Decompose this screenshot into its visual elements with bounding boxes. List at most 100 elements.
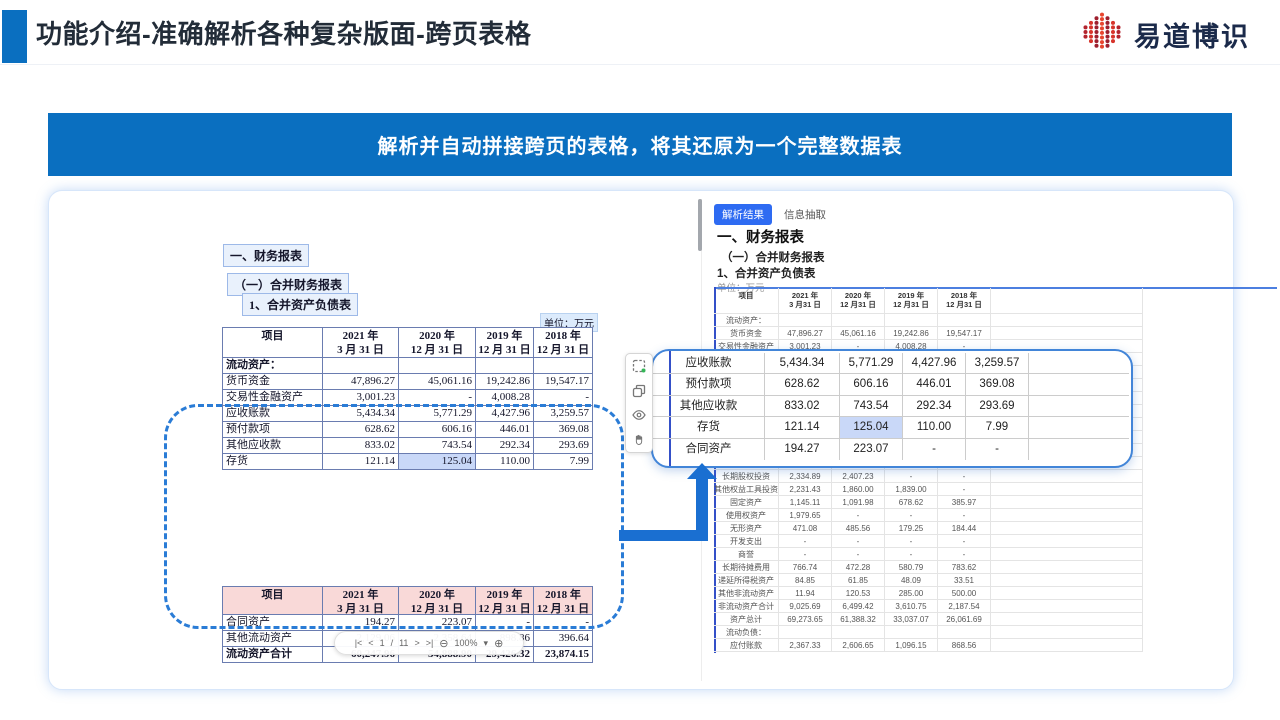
table-cell: - bbox=[885, 535, 938, 548]
table-cell: 580.79 bbox=[885, 561, 938, 574]
table-cell: 2020 年 12 月 31 日 bbox=[399, 328, 476, 358]
table-row: 其他权益工具投资 2,231.43 1,860.00 1,839.00- bbox=[714, 483, 1234, 496]
table-cell: 194.27 bbox=[765, 438, 840, 460]
table-cell: 47,896.27 bbox=[323, 374, 399, 390]
table-row: 商誉 - - - - bbox=[714, 548, 1234, 561]
page-total: 11 bbox=[399, 638, 409, 648]
brand-logo: 易道博识 bbox=[1080, 10, 1250, 59]
table-row: 递延所得税资产 84.85 61.85 48.09 33.51 bbox=[714, 574, 1234, 587]
marquee-select-icon[interactable] bbox=[632, 359, 647, 374]
table-cell: 2019 年 12 月 31 日 bbox=[476, 587, 534, 615]
table-cell: 2,407.23 bbox=[832, 470, 885, 483]
table-cell[interactable]: 125.04 bbox=[840, 417, 903, 439]
table-row: 应付账款 2,367.33 2,606.65 1,096.15 868.56 bbox=[714, 639, 1234, 652]
document-viewer: 一、财务报表 （一）合并财务报表 1、合并资产负债表 单位：万元 项目 2021 … bbox=[49, 191, 699, 689]
zoom-level-select[interactable]: 100% bbox=[454, 638, 478, 648]
table-cell: 446.01 bbox=[903, 374, 966, 396]
table-cell bbox=[399, 358, 476, 374]
table-cell: 应付账款 bbox=[714, 639, 779, 652]
table-cell bbox=[938, 314, 991, 327]
table-cell: - bbox=[476, 615, 534, 631]
table-row: 其他非流动资产 11.94 120.53 285.00 500.00 bbox=[714, 587, 1234, 600]
table-cell: 项目 bbox=[223, 587, 323, 615]
table-cell: - bbox=[903, 438, 966, 460]
table-cell: 500.00 bbox=[938, 587, 991, 600]
table-cell[interactable]: 125.04 bbox=[399, 454, 476, 470]
table-cell bbox=[779, 626, 832, 639]
zoom-callout: 应收账款 5,434.34 5,771.29 4,427.96 3,259.57 预付款项… bbox=[651, 349, 1133, 468]
table-cell: 长期待摊费用 bbox=[714, 561, 779, 574]
zoom-out-button[interactable]: ⊖ bbox=[439, 637, 449, 650]
copy-layers-icon[interactable] bbox=[632, 383, 647, 398]
doc-heading-3: 1、合并资产负债表 bbox=[242, 293, 359, 316]
table-cell: 合同资产 bbox=[653, 438, 765, 460]
table-cell: 其他非流动资产 bbox=[714, 587, 779, 600]
table-cell: 1,860.00 bbox=[832, 483, 885, 496]
brand-logo-text: 易道博识 bbox=[1134, 22, 1250, 52]
table-cell: 项目 bbox=[223, 328, 323, 358]
table-cell: 2,334.89 bbox=[779, 470, 832, 483]
table-cell: 2,231.43 bbox=[779, 483, 832, 496]
table-cell: 5,771.29 bbox=[840, 353, 903, 375]
callout-arrow-horizontal bbox=[619, 530, 708, 541]
table-cell: 流动负债： bbox=[714, 626, 779, 639]
table-cell: 3,610.75 bbox=[885, 600, 938, 613]
table-cell: 868.56 bbox=[938, 639, 991, 652]
tab-info-extract[interactable]: 信息抽取 bbox=[784, 209, 826, 221]
visibility-eye-icon[interactable] bbox=[632, 408, 647, 423]
table-cell: 110.00 bbox=[903, 417, 966, 439]
table-cell: 47,896.27 bbox=[779, 327, 832, 340]
table-cell: - bbox=[832, 509, 885, 522]
next-page-button[interactable]: > bbox=[414, 638, 420, 648]
last-page-button[interactable]: >| bbox=[425, 638, 434, 648]
table-cell: 2020 年 12 月31 日 bbox=[832, 288, 885, 314]
table-cell: - bbox=[938, 470, 991, 483]
table-cell: 其他权益工具投资 bbox=[714, 483, 779, 496]
title-accent-block bbox=[2, 10, 27, 63]
table-cell: 长期股权投资 bbox=[714, 470, 779, 483]
scrollbar-thumb[interactable] bbox=[698, 199, 702, 251]
table-cell: 2019 年 12 月31 日 bbox=[885, 288, 938, 314]
table-cell bbox=[323, 358, 399, 374]
table-cell: 流动资产： bbox=[223, 358, 323, 374]
table-cell: 非流动资产合计 bbox=[714, 600, 779, 613]
page-title: 功能介绍-准确解析各种复杂版面-跨页表格 bbox=[36, 19, 532, 49]
table-cell: 流动资产： bbox=[714, 314, 779, 327]
zoom-in-button[interactable]: ⊕ bbox=[494, 637, 504, 650]
table-header: 项目 2021 年 3 月 31 日 2020 年 12 月 31 日 2019 年 … bbox=[223, 587, 593, 615]
table-cell: 485.56 bbox=[832, 522, 885, 535]
table-row: 开发支出 - - - - bbox=[714, 535, 1234, 548]
table-cell: 23,874.15 bbox=[534, 647, 593, 663]
table-cell: 110.00 bbox=[476, 454, 534, 470]
table-cell: 61.85 bbox=[832, 574, 885, 587]
pan-hand-icon[interactable] bbox=[632, 432, 647, 447]
table-cell: 2021 年 3 月31 日 bbox=[779, 288, 832, 314]
tab-parse-result[interactable]: 解析结果 bbox=[714, 204, 772, 225]
first-page-button[interactable]: |< bbox=[354, 638, 363, 648]
table-cell bbox=[476, 358, 534, 374]
prev-page-button[interactable]: < bbox=[368, 638, 374, 648]
table-cell bbox=[938, 626, 991, 639]
doc-heading-2: （一）合并财务报表 bbox=[227, 273, 350, 296]
doc-heading-1: 一、财务报表 bbox=[223, 244, 310, 267]
table-cell: 61,388.32 bbox=[832, 613, 885, 626]
table-header: 项目 2021 年 3 月 31 日 2020 年 12 月 31 日 2019 年 … bbox=[223, 328, 593, 358]
table-cell: 678.62 bbox=[885, 496, 938, 509]
panel-heading-3: 1、合并资产负债表 bbox=[717, 268, 816, 280]
table-cell: 货币资金 bbox=[714, 327, 779, 340]
caret-down-icon[interactable]: ▾ bbox=[483, 637, 489, 648]
brand-logo-icon bbox=[1080, 10, 1124, 59]
table-row: 资产总计 69,273.65 61,388.32 33,037.07 26,061.69 bbox=[714, 613, 1234, 626]
table-cell: - bbox=[938, 509, 991, 522]
page-number-input[interactable]: 1 bbox=[379, 638, 385, 648]
table-cell: 293.69 bbox=[534, 438, 593, 454]
table-cell: 2021 年 3 月 31 日 bbox=[323, 328, 399, 358]
table-cell: 471.08 bbox=[779, 522, 832, 535]
table-cell: 1,979.65 bbox=[779, 509, 832, 522]
table-cell: 396.64 bbox=[534, 631, 593, 647]
table-cell: 2021 年 3 月 31 日 bbox=[323, 587, 399, 615]
callout-table: 应收账款 5,434.34 5,771.29 4,427.96 3,259.57 预付款项… bbox=[653, 353, 1129, 460]
table-cell: 2018 年 12 月 31 日 bbox=[534, 328, 593, 358]
table-cell: 2019 年 12 月 31 日 bbox=[476, 328, 534, 358]
